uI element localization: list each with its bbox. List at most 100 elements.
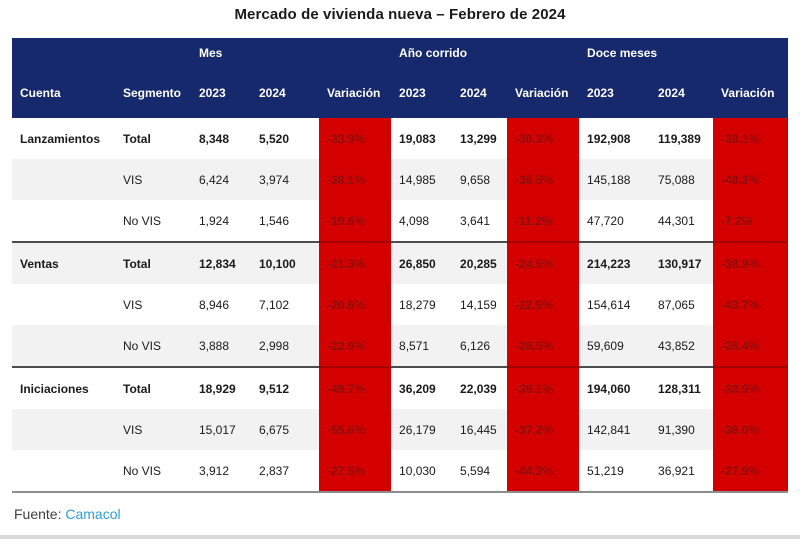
cell-variacion: -22.5% [507, 284, 580, 325]
cell-segmento: No VIS [115, 200, 191, 242]
column-header-mes-2023: 2023 [191, 68, 251, 118]
cell-segmento: Total [115, 241, 191, 284]
column-header-mes-variacion: Variación [319, 68, 392, 118]
cell-value: 91,390 [650, 409, 714, 450]
cell-variacion: -37.2% [507, 409, 580, 450]
cell-value: 19,083 [391, 118, 453, 159]
cell-variacion: -22.9% [319, 325, 392, 367]
table-row: No VIS 1,924 1,546 -19.6% 4,098 3,641 -11.2% 47… [12, 200, 789, 242]
cell-cuenta: Ventas [12, 241, 115, 284]
cell-value: 2,837 [251, 450, 319, 493]
source-label: Fuente: [14, 506, 62, 522]
group-header-spacer [12, 38, 191, 68]
table-row: Lanzamientos Total 8,348 5,520 -33.9% 19,083 1… [12, 118, 789, 159]
cell-variacion: -33.9% [319, 118, 392, 159]
page-title: Mercado de vivienda nueva – Febrero de 2… [234, 6, 566, 23]
cell-cuenta [12, 159, 115, 200]
cell-variacion: -26.4% [713, 325, 789, 367]
cell-value: 6,424 [191, 159, 251, 200]
housing-market-table: Mes Año corrido Doce meses Cuenta Segmen… [12, 38, 789, 493]
cell-variacion: -7.2% [713, 200, 789, 242]
column-group-mes: Mes [191, 38, 392, 68]
cell-value: 16,445 [452, 409, 508, 450]
cell-segmento: VIS [115, 159, 191, 200]
cell-value: 18,279 [391, 284, 453, 325]
table-body: Lanzamientos Total 8,348 5,520 -33.9% 19,083 1… [12, 118, 789, 493]
table-row: VIS 8,946 7,102 -20.6% 18,279 14,159 -22.5% 154… [12, 284, 789, 325]
cell-value: 26,179 [391, 409, 453, 450]
cell-value: 36,209 [391, 366, 453, 409]
cell-segmento: Total [115, 366, 191, 409]
cell-variacion: -20.6% [319, 284, 392, 325]
cell-variacion: -44.2% [507, 450, 580, 493]
cell-value: 44,301 [650, 200, 714, 242]
table-row: Ventas Total 12,834 10,100 -21.3% 26,850 20,28… [12, 241, 789, 284]
cell-value: 130,917 [650, 241, 714, 284]
cell-value: 14,159 [452, 284, 508, 325]
cell-variacion: -33.9% [713, 366, 789, 409]
cell-value: 119,389 [650, 118, 714, 159]
cell-value: 20,285 [452, 241, 508, 284]
group-header-row: Mes Año corrido Doce meses [12, 38, 789, 68]
cell-value: 43,852 [650, 325, 714, 367]
cell-value: 194,060 [579, 366, 651, 409]
source-link-camacol[interactable]: Camacol [65, 506, 121, 522]
cell-segmento: No VIS [115, 450, 191, 493]
table-row: VIS 15,017 6,675 -55.6% 26,179 16,445 -37.2% 14… [12, 409, 789, 450]
cell-value: 4,098 [391, 200, 453, 242]
cell-value: 192,908 [579, 118, 651, 159]
cell-segmento: VIS [115, 409, 191, 450]
column-header-anio-variacion: Variación [507, 68, 580, 118]
cell-cuenta [12, 284, 115, 325]
cell-variacion: -38.1% [713, 118, 789, 159]
cell-value: 154,614 [579, 284, 651, 325]
cell-segmento: No VIS [115, 325, 191, 367]
cell-segmento: VIS [115, 284, 191, 325]
table-row: VIS 6,424 3,974 -38.1% 14,985 9,658 -35.5% 145,… [12, 159, 789, 200]
cell-value: 5,520 [251, 118, 319, 159]
cell-variacion: -35.5% [507, 159, 580, 200]
column-header-mes-2024: 2024 [251, 68, 319, 118]
cell-value: 13,299 [452, 118, 508, 159]
cell-value: 128,311 [650, 366, 714, 409]
cell-value: 8,571 [391, 325, 453, 367]
column-header-row: Cuenta Segmento 2023 2024 Variación 2023… [12, 68, 789, 118]
cell-value: 9,658 [452, 159, 508, 200]
cell-cuenta: Lanzamientos [12, 118, 115, 159]
column-header-cuenta: Cuenta [12, 68, 115, 118]
cell-variacion: -38.9% [713, 241, 789, 284]
cell-value: 22,039 [452, 366, 508, 409]
cell-cuenta [12, 325, 115, 367]
column-group-anio-corrido: Año corrido [391, 38, 580, 68]
cell-segmento: Total [115, 118, 191, 159]
cell-variacion: -55.6% [319, 409, 392, 450]
cell-variacion: -21.3% [319, 241, 392, 284]
page: Mercado de vivienda nueva – Febrero de 2… [0, 6, 800, 539]
cell-value: 3,912 [191, 450, 251, 493]
cell-value: 51,219 [579, 450, 651, 493]
cell-cuenta [12, 409, 115, 450]
column-header-segmento: Segmento [115, 68, 191, 118]
table-row: No VIS 3,888 2,998 -22.9% 8,571 6,126 -28.5% 59… [12, 325, 789, 367]
cell-value: 15,017 [191, 409, 251, 450]
cell-value: 12,834 [191, 241, 251, 284]
cell-value: 1,924 [191, 200, 251, 242]
cell-value: 26,850 [391, 241, 453, 284]
cell-variacion: -36.0% [713, 409, 789, 450]
cell-value: 87,065 [650, 284, 714, 325]
column-header-doce-2023: 2023 [579, 68, 651, 118]
cell-value: 18,929 [191, 366, 251, 409]
table-row: No VIS 3,912 2,837 -27.5% 10,030 5,594 -44.2% 5… [12, 450, 789, 493]
cell-value: 1,546 [251, 200, 319, 242]
cell-variacion: -39.1% [507, 366, 580, 409]
source-note: Fuente: Camacol [14, 506, 800, 522]
cell-variacion: -27.9% [713, 450, 789, 493]
cell-variacion: -49.7% [319, 366, 392, 409]
cell-variacion: -48.3% [713, 159, 789, 200]
cell-value: 7,102 [251, 284, 319, 325]
cell-value: 145,188 [579, 159, 651, 200]
cell-variacion: -28.5% [507, 325, 580, 367]
cell-value: 59,609 [579, 325, 651, 367]
cell-value: 6,126 [452, 325, 508, 367]
cell-variacion: -24.5% [507, 241, 580, 284]
